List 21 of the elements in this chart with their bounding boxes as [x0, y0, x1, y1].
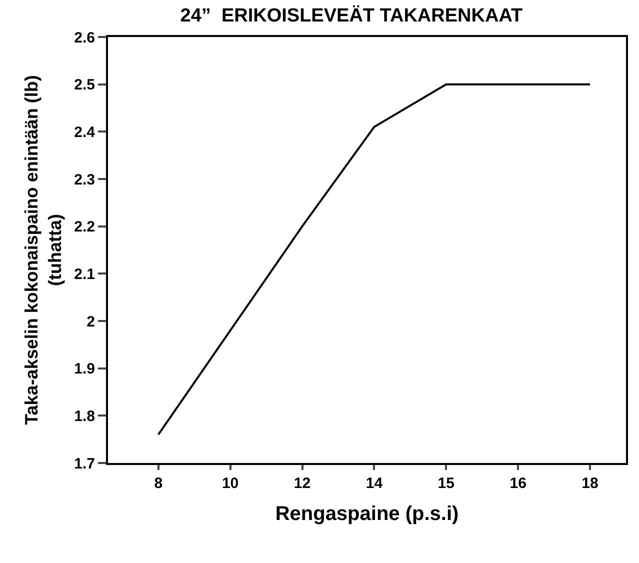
y-tick-label: 1.7 [74, 455, 95, 472]
x-tick-label: 14 [366, 475, 384, 492]
x-tick-label: 12 [294, 475, 311, 492]
chart-title: 24” ERIKOISLEVEÄT TAKARENKAAT [180, 4, 524, 27]
y-tick-label: 2.4 [74, 124, 96, 141]
y-tick-label: 1.8 [74, 408, 95, 425]
y-tick-label: 2.5 [74, 76, 95, 94]
y-tick-label: 1.9 [74, 360, 95, 378]
y-tick-label: 2 [86, 313, 95, 330]
y-tick-label: 2.1 [74, 266, 95, 283]
y-tick-label: 2.2 [74, 218, 95, 236]
x-axis-title: Rengaspaine (p.s.i) [275, 503, 459, 525]
x-tick-label: 10 [222, 475, 239, 492]
x-tick-label: 18 [582, 475, 598, 492]
y-tick-label: 2.6 [74, 29, 95, 46]
x-tick-label: 16 [510, 475, 526, 492]
y-tick-label: 2.3 [74, 171, 95, 188]
line-series [157, 83, 592, 436]
x-tick-label: 8 [154, 475, 163, 492]
y-axis-title: Taka-akselin kokonaispaino enintään (lb) (tuhatta) [21, 75, 65, 425]
x-tick-label: 15 [438, 475, 454, 492]
